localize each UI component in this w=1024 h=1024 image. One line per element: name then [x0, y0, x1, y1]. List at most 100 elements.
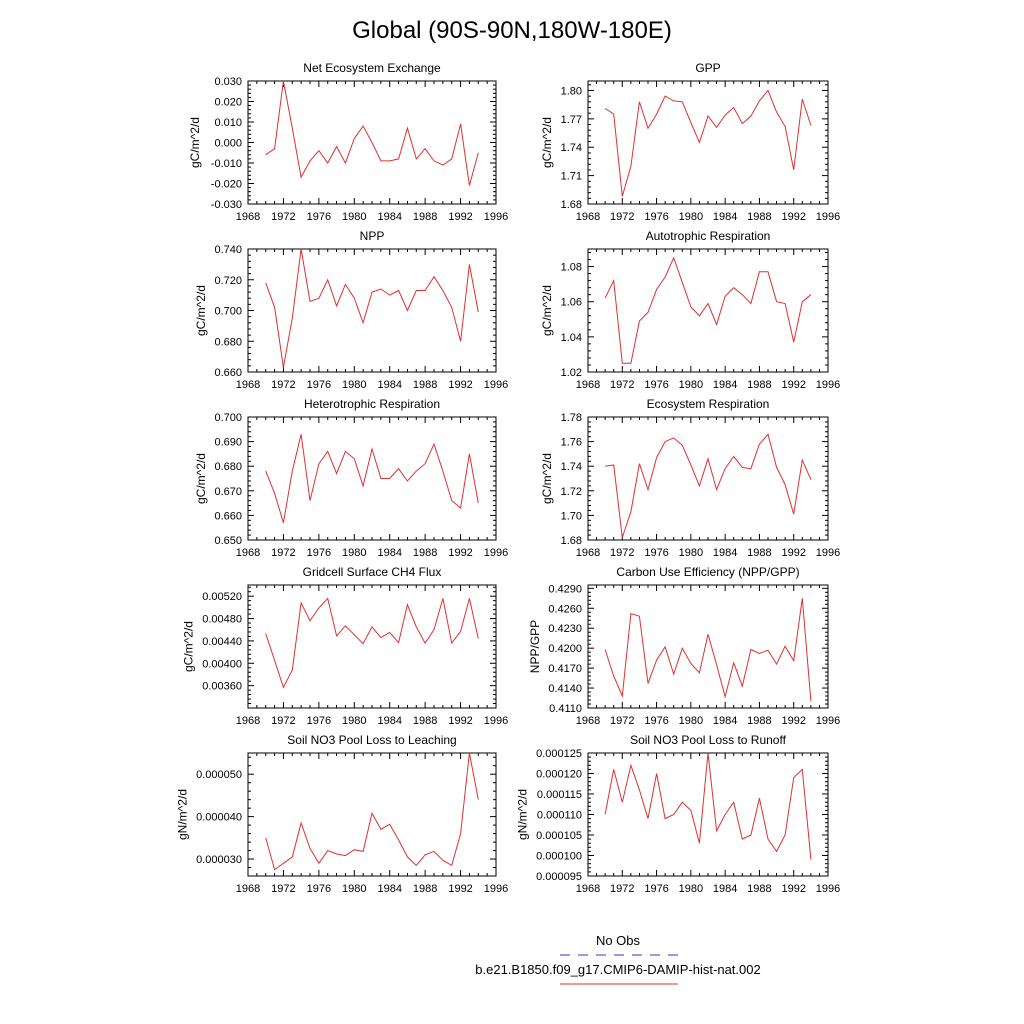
y-tick-label: 0.660	[214, 510, 242, 522]
y-axis-label: NPP/GPP	[528, 620, 542, 673]
y-tick-label: 0.000	[214, 138, 242, 150]
y-tick-label: 0.00400	[202, 658, 242, 670]
y-tick-label: 1.76	[561, 437, 582, 449]
series-line	[265, 80, 479, 186]
x-tick-label: 1996	[484, 715, 508, 727]
x-tick-label: 1992	[781, 379, 805, 391]
x-tick-label: 1976	[644, 715, 668, 727]
x-tick-label: 1988	[747, 547, 771, 559]
y-tick-label: 1.06	[561, 297, 582, 309]
x-tick-label: 1988	[413, 211, 437, 223]
x-tick-label: 1996	[816, 883, 840, 895]
panel-7: Carbon Use Efficiency (NPP/GPP) 1968 1972 1…	[528, 565, 840, 727]
y-axis-label: gC/m^2/d	[188, 117, 202, 168]
panel-title: GPP	[695, 61, 720, 75]
y-tick-label: 0.680	[214, 461, 242, 473]
y-tick-label: 0.690	[214, 437, 242, 449]
x-tick-label: 1968	[236, 715, 260, 727]
page-title: Global (90S-90N,180W-180E)	[352, 17, 672, 44]
series-line	[604, 256, 812, 364]
x-tick-label: 1996	[816, 379, 840, 391]
panel-title: Soil NO3 Pool Loss to Runoff	[630, 733, 787, 747]
y-tick-label: 0.4290	[548, 583, 582, 595]
y-tick-label: 0.670	[214, 486, 242, 498]
x-tick-label: 1980	[679, 547, 703, 559]
y-tick-label: 1.02	[561, 367, 582, 379]
y-tick-label: 0.000095	[536, 871, 582, 883]
x-tick-label: 1992	[781, 211, 805, 223]
y-tick-label: 0.000105	[536, 830, 582, 842]
series-line	[604, 752, 812, 860]
x-tick-label: 1980	[679, 211, 703, 223]
y-tick-label: 0.000040	[196, 812, 242, 824]
y-axis-label: gC/m^2/d	[540, 453, 554, 504]
panel-title: Carbon Use Efficiency (NPP/GPP)	[616, 565, 799, 579]
x-tick-label: 1984	[377, 379, 401, 391]
panel-5: Ecosystem Respiration 1968 1972 1976 1980 198…	[540, 397, 840, 559]
x-tick-label: 1972	[610, 379, 634, 391]
x-tick-label: 1972	[610, 211, 634, 223]
panel-title: Autotrophic Respiration	[646, 229, 771, 243]
x-tick-label: 1988	[747, 715, 771, 727]
x-tick-label: 1988	[413, 715, 437, 727]
y-tick-label: 0.010	[214, 117, 242, 129]
x-tick-label: 1984	[713, 883, 737, 895]
x-tick-label: 1976	[307, 547, 331, 559]
x-tick-label: 1988	[413, 547, 437, 559]
y-axis-label: gC/m^2/d	[540, 117, 554, 168]
y-tick-label: -0.020	[211, 179, 242, 191]
panel-1: GPP 1968 1972 1976 1980 1984 1988 1992 1996 1.68 1…	[540, 61, 840, 223]
series-line	[604, 89, 812, 197]
plot-frame	[247, 584, 497, 709]
y-tick-label: 0.660	[214, 367, 242, 379]
y-tick-label: 0.700	[214, 306, 242, 318]
series-line	[265, 434, 479, 523]
y-tick-label: 0.00360	[202, 681, 242, 693]
plot-frame	[587, 752, 829, 877]
y-tick-label: 0.4170	[548, 663, 582, 675]
x-tick-label: 1996	[816, 547, 840, 559]
y-tick-label: 0.000050	[196, 769, 242, 781]
y-tick-label: 1.77	[561, 114, 582, 126]
y-tick-label: 1.68	[561, 199, 582, 211]
y-tick-label: 0.4140	[548, 683, 582, 695]
panel-title: Net Ecosystem Exchange	[303, 61, 441, 75]
x-tick-label: 1980	[679, 715, 703, 727]
y-tick-label: 0.720	[214, 275, 242, 287]
y-tick-label: 0.4260	[548, 603, 582, 615]
panel-3: Autotrophic Respiration 1968 1972 1976 1980 1…	[540, 229, 840, 391]
panel-title: Ecosystem Respiration	[647, 397, 770, 411]
y-axis-label: gC/m^2/d	[194, 453, 208, 504]
x-tick-label: 1992	[781, 547, 805, 559]
series-line	[605, 433, 812, 538]
y-tick-label: 0.700	[214, 412, 242, 424]
plot-frame	[587, 80, 829, 205]
y-axis-label: gC/m^2/d	[194, 285, 208, 336]
x-tick-label: 1976	[307, 379, 331, 391]
x-tick-label: 1968	[576, 883, 600, 895]
x-tick-label: 1980	[342, 715, 366, 727]
x-tick-label: 1980	[342, 547, 366, 559]
x-tick-label: 1992	[448, 211, 472, 223]
y-tick-label: 0.030	[214, 76, 242, 88]
panel-9: Soil NO3 Pool Loss to Runoff 1968 1972 1976…	[515, 733, 840, 895]
x-tick-label: 1968	[576, 379, 600, 391]
x-tick-label: 1992	[781, 715, 805, 727]
x-tick-label: 1972	[610, 883, 634, 895]
panel-title: Gridcell Surface CH4 Flux	[303, 565, 442, 579]
x-tick-label: 1988	[747, 883, 771, 895]
series-line	[265, 248, 479, 368]
x-tick-label: 1976	[644, 883, 668, 895]
x-tick-label: 1976	[644, 547, 668, 559]
plot-frame	[587, 584, 829, 709]
y-tick-label: 1.71	[561, 171, 582, 183]
x-tick-label: 1976	[644, 379, 668, 391]
x-tick-label: 1984	[377, 715, 401, 727]
x-tick-label: 1968	[236, 211, 260, 223]
plot-frame	[247, 416, 497, 541]
x-tick-label: 1980	[342, 883, 366, 895]
x-tick-label: 1972	[271, 379, 295, 391]
panel-2: NPP 1968 1972 1976 1980 1984 1988 1992 1996 0.660…	[194, 229, 508, 391]
plot-frame	[587, 416, 829, 541]
